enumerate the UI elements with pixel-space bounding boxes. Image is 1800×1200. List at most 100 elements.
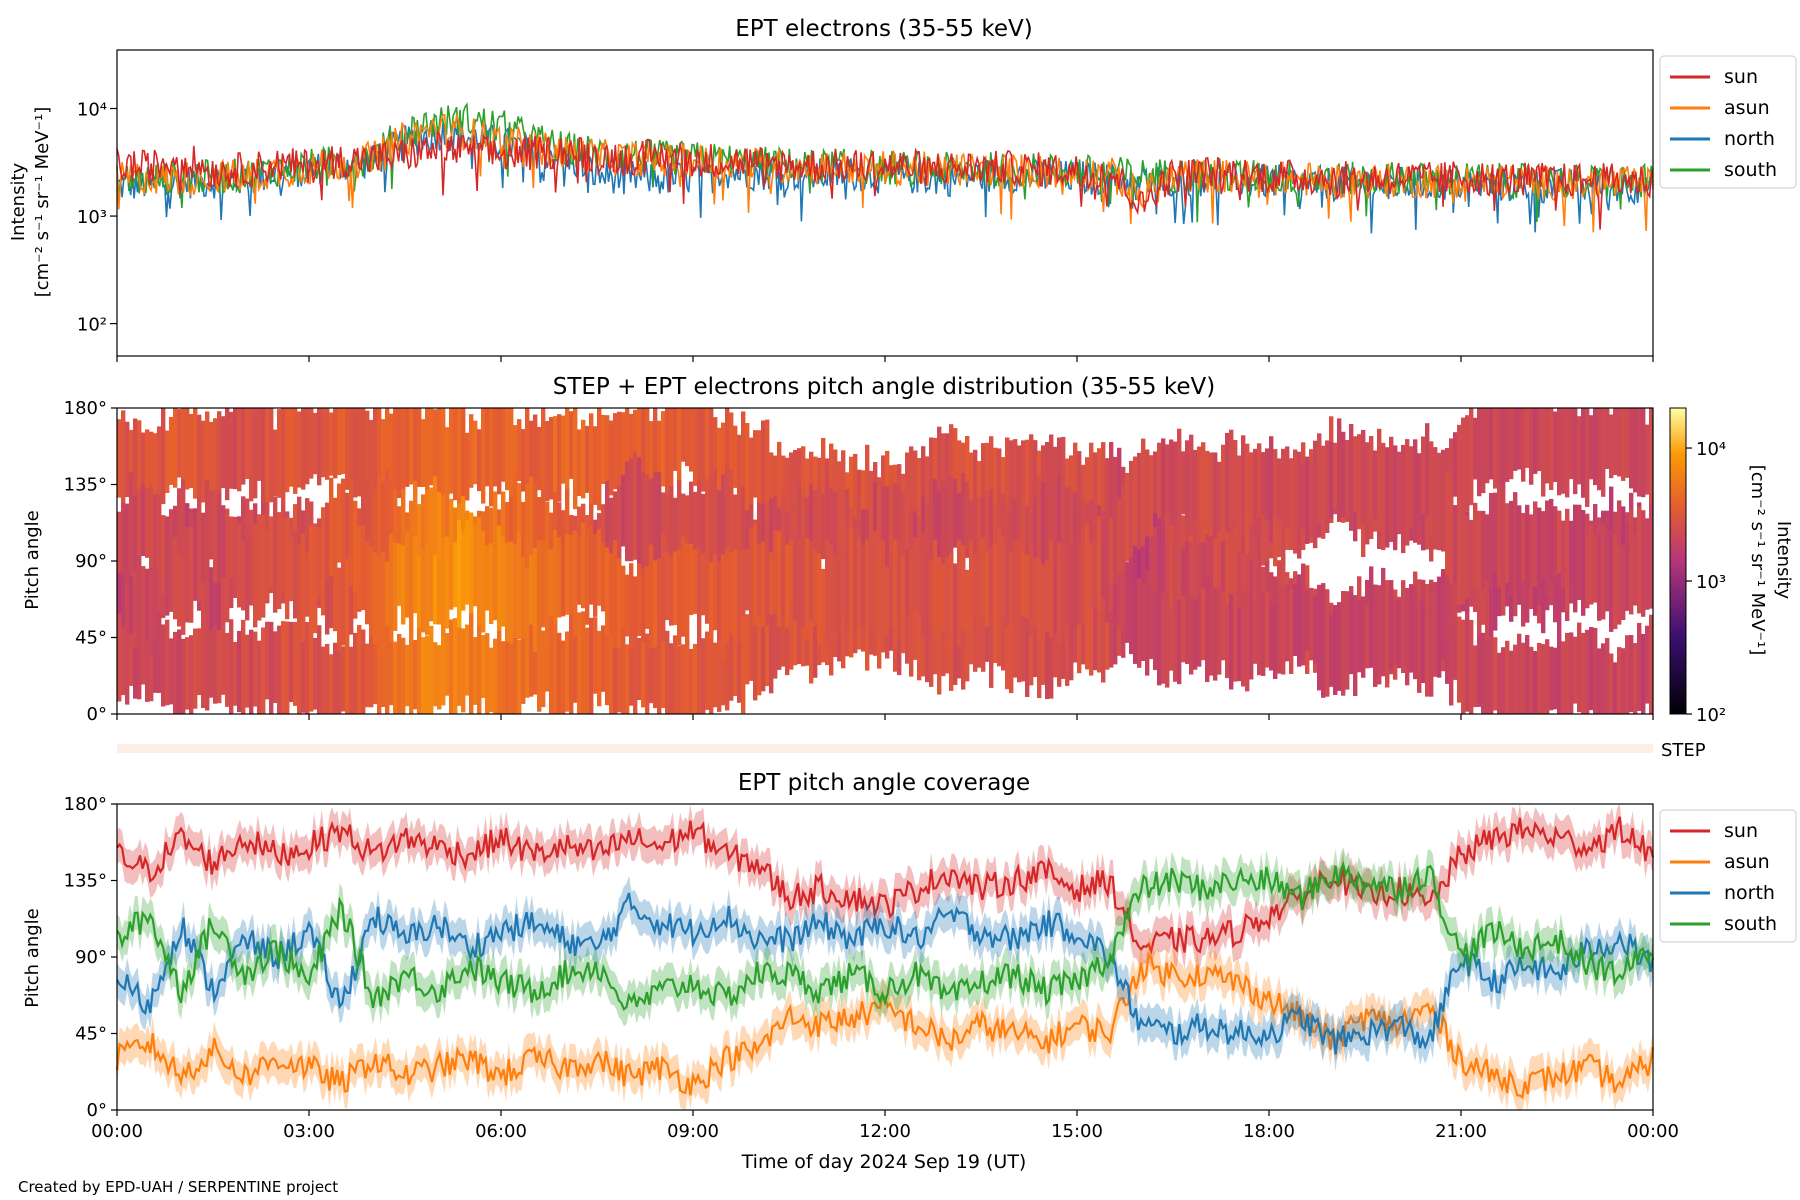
pad-cell: [501, 536, 506, 627]
pad-cell: [269, 516, 274, 588]
pad-cell: [665, 630, 670, 714]
pad-cell: [789, 540, 794, 602]
pad-cell: [1457, 502, 1462, 605]
pad-cell: [633, 576, 638, 657]
pad-cell: [673, 408, 678, 471]
colorbar-tick-label: 10⁴: [1696, 439, 1726, 460]
pad-cell: [1173, 524, 1178, 615]
y-tick-label: 0°: [87, 704, 107, 725]
pad-cell: [529, 420, 534, 511]
pad-cell: [981, 443, 986, 533]
pad-cell: [117, 511, 122, 574]
pad-cell: [313, 526, 318, 634]
pad-cell: [1445, 597, 1450, 684]
pad-cell: [1553, 506, 1558, 578]
pad-cell: [333, 642, 338, 714]
pad-cell: [1261, 452, 1266, 516]
pad-cell: [609, 553, 614, 636]
y-tick-label: 10⁴: [77, 100, 107, 121]
pad-cell: [293, 622, 298, 706]
pad-cell: [261, 627, 266, 714]
pad-cell: [1397, 599, 1402, 669]
pad-cell: [121, 624, 126, 696]
pad-cell: [1033, 557, 1038, 628]
pad-cell: [1009, 495, 1014, 604]
pad-cell: [357, 408, 362, 497]
pad-cell: [877, 482, 882, 580]
pad-cell: [625, 408, 630, 493]
pad-cell: [1641, 633, 1646, 714]
pad-cell: [1529, 408, 1534, 485]
pad-cell: [1577, 416, 1582, 485]
pad-cell: [1237, 497, 1242, 584]
pad-cell: [957, 440, 962, 536]
pad-cell: [277, 512, 282, 610]
pad-cell: [1521, 512, 1526, 582]
pad-cell: [513, 425, 518, 487]
pad-cell: [1365, 604, 1370, 669]
pad-cell: [1573, 636, 1578, 704]
pad-cell: [1185, 541, 1190, 617]
pad-cell: [1601, 643, 1606, 714]
coverage-band-north: [117, 876, 1653, 1072]
pad-cell: [701, 493, 706, 561]
pad-cell: [237, 523, 242, 608]
pad-cell: [233, 408, 238, 490]
pad-cell: [1605, 408, 1610, 469]
pad-cell: [489, 543, 494, 624]
pad-cell: [1373, 585, 1378, 687]
pad-cell: [353, 632, 358, 714]
pad-cell: [953, 428, 958, 523]
pad-cell: [421, 548, 426, 633]
pad-cell: [597, 408, 602, 511]
pad-cell: [605, 547, 610, 635]
pad-cell: [773, 588, 778, 679]
pad-cell: [1569, 408, 1574, 480]
pad-cell: [689, 481, 694, 581]
pad-cell: [1461, 619, 1466, 714]
pad-cell: [1481, 510, 1486, 590]
pad-cell: [581, 419, 586, 499]
pad-cell: [885, 486, 890, 576]
pad-cell: [1149, 527, 1154, 604]
pad-cell: [921, 532, 926, 638]
pad-cell: [593, 617, 598, 694]
pad-cell: [629, 458, 634, 562]
pad-cell: [1197, 446, 1202, 523]
pad-cell: [1305, 456, 1310, 544]
pad-cell: [525, 483, 530, 573]
pad-cell: [1009, 440, 1014, 546]
intensity-legend: sun asun north south: [1659, 55, 1797, 189]
pad-cell: [177, 629, 182, 714]
pad-cell: [1257, 559, 1262, 652]
pad-cell: [717, 489, 722, 570]
pad-cell: [785, 511, 790, 577]
pad-cell: [377, 475, 382, 582]
pad-cell: [565, 631, 570, 712]
pad-cell: [1173, 441, 1178, 527]
pad-cell: [949, 552, 954, 649]
pad-cell: [1145, 449, 1150, 537]
pad-cell: [1453, 616, 1458, 680]
pad-cell: [221, 505, 226, 578]
pad-cell: [1549, 646, 1554, 711]
pad-cell: [1061, 485, 1066, 586]
pad-cell: [553, 529, 558, 624]
pad-cell: [529, 476, 534, 571]
pad-cell: [333, 560, 338, 632]
pad-cell: [1389, 580, 1394, 670]
pad-cell: [849, 527, 854, 616]
pad-cell: [1541, 511, 1546, 578]
pad-cell: [149, 485, 154, 567]
pad-cell: [1065, 598, 1070, 686]
pad-cell: [861, 545, 866, 627]
pad-cell: [925, 503, 930, 583]
pad-cell: [737, 537, 742, 645]
pad-cell: [121, 527, 126, 627]
pad-cell: [329, 654, 334, 714]
pad-cell: [1453, 543, 1458, 621]
pad-cell: [413, 408, 418, 496]
pad-cell: [725, 408, 730, 501]
pad-cell: [1437, 452, 1442, 551]
